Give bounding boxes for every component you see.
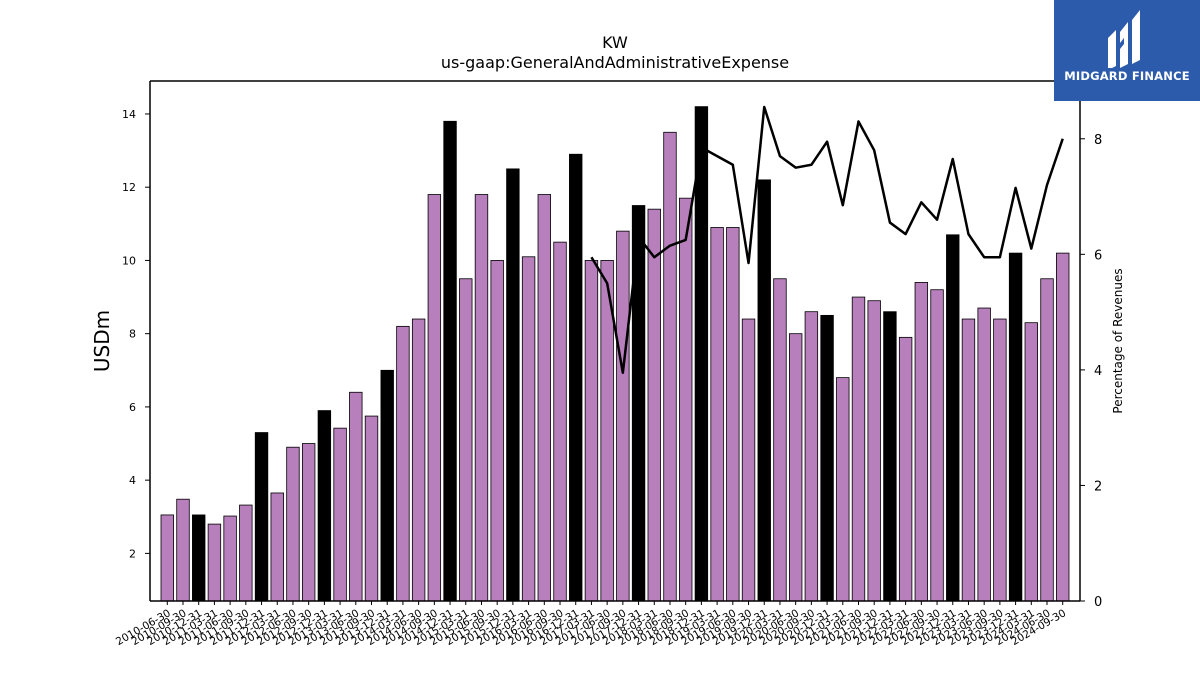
bar-2018-03-31 xyxy=(647,208,661,602)
bar-2015-03-31 xyxy=(459,278,473,602)
bar-2021-12-31 xyxy=(883,311,897,602)
bar-2017-09-30 xyxy=(616,230,630,602)
y-tick-label-right: 8 xyxy=(1094,133,1102,148)
bar-2013-12-31 xyxy=(380,369,394,602)
bar-2019-12-31 xyxy=(757,179,771,602)
y-tick-label-left: 12 xyxy=(122,181,136,194)
bar-2020-03-31 xyxy=(773,278,787,602)
bar-2012-03-31 xyxy=(270,492,284,602)
bar-2020-09-30 xyxy=(804,311,819,602)
bar-2023-09-30 xyxy=(993,318,1007,602)
bar-2023-06-30 xyxy=(977,307,991,602)
y-tick-label-left: 2 xyxy=(129,547,136,560)
bar-2021-03-31 xyxy=(836,377,850,602)
y-axis-label-right: Percentage of Revenues xyxy=(1111,268,1125,413)
chart-subtitle: us-gaap:GeneralAndAdministrativeExpense xyxy=(441,53,789,72)
brand-name: MIDGARD FINANCE xyxy=(1064,69,1190,83)
bar-2020-06-30 xyxy=(788,333,803,602)
bar-2014-03-31 xyxy=(396,325,410,602)
bar-2022-09-30 xyxy=(930,289,944,602)
bar-2023-12-31 xyxy=(1008,252,1023,602)
bar-2012-09-30 xyxy=(301,443,316,602)
y-tick-label-left: 4 xyxy=(129,474,136,487)
bar-2024-09-30 xyxy=(1056,252,1070,602)
bar-2019-09-30 xyxy=(741,318,756,602)
chart-title: KW xyxy=(602,33,628,52)
bar-2011-06-30 xyxy=(223,515,237,602)
percentage-line-series xyxy=(590,105,1064,375)
bar-2022-03-31 xyxy=(898,336,913,602)
bar-2019-03-31 xyxy=(710,227,724,602)
bar-2021-06-30 xyxy=(851,296,866,602)
y-tick-label-right: 2 xyxy=(1094,479,1102,494)
y-axis-label-left: USDm xyxy=(90,310,114,372)
bar-2014-06-30 xyxy=(411,318,426,602)
bar-2021-09-30 xyxy=(867,300,881,602)
bar-2024-03-31 xyxy=(1024,322,1038,602)
bar-2013-06-30 xyxy=(349,391,363,602)
bar-2023-03-31 xyxy=(961,318,976,602)
bar-2020-12-31 xyxy=(820,314,834,602)
bar-2015-12-31 xyxy=(506,168,520,602)
y-tick-label-right: 0 xyxy=(1094,595,1102,610)
bar-series xyxy=(160,106,1070,602)
bar-2016-06-30 xyxy=(537,194,551,602)
bar-2016-03-31 xyxy=(521,256,536,602)
bar-2019-06-30 xyxy=(726,227,740,602)
bar-2010-06-30 xyxy=(160,514,174,602)
y-tick-label-left: 10 xyxy=(122,254,136,267)
bar-2010-12-31 xyxy=(192,514,206,602)
y-tick-label-left: 14 xyxy=(122,108,136,121)
y-tick-label-right: 4 xyxy=(1094,364,1102,379)
bar-2015-06-30 xyxy=(474,194,489,602)
bar-2011-09-30 xyxy=(239,504,253,602)
bar-2018-06-30 xyxy=(663,131,677,602)
bar-2011-03-31 xyxy=(207,523,222,602)
bar-2016-12-31 xyxy=(569,153,583,602)
brand-mark-icon xyxy=(1108,10,1140,68)
bar-2013-03-31 xyxy=(333,427,347,602)
bar-2014-09-30 xyxy=(427,194,442,602)
bar-2012-06-30 xyxy=(286,446,300,602)
axes: 2468101214024682010-06-302010-09-302010-… xyxy=(114,80,1102,648)
bar-2017-03-31 xyxy=(584,260,599,602)
bar-2016-09-30 xyxy=(553,241,567,602)
bar-2018-09-30 xyxy=(679,197,693,602)
y-tick-label-right: 6 xyxy=(1094,248,1102,263)
bar-2010-09-30 xyxy=(176,498,190,602)
bar-2015-09-30 xyxy=(490,260,504,602)
y-tick-label-left: 8 xyxy=(129,328,136,341)
bar-2018-12-31 xyxy=(694,106,709,602)
bar-2013-09-30 xyxy=(364,415,379,602)
y-tick-label-left: 6 xyxy=(129,401,136,414)
bar-2012-12-31 xyxy=(317,410,332,602)
percentage-line xyxy=(590,105,1064,375)
bar-2022-12-31 xyxy=(946,234,960,602)
brand-logo: MIDGARD FINANCE xyxy=(1054,0,1200,101)
bar-2024-06-30 xyxy=(1040,278,1054,602)
bar-2022-06-30 xyxy=(914,282,929,602)
bar-2014-12-31 xyxy=(443,120,457,602)
bar-2011-12-31 xyxy=(254,432,269,602)
